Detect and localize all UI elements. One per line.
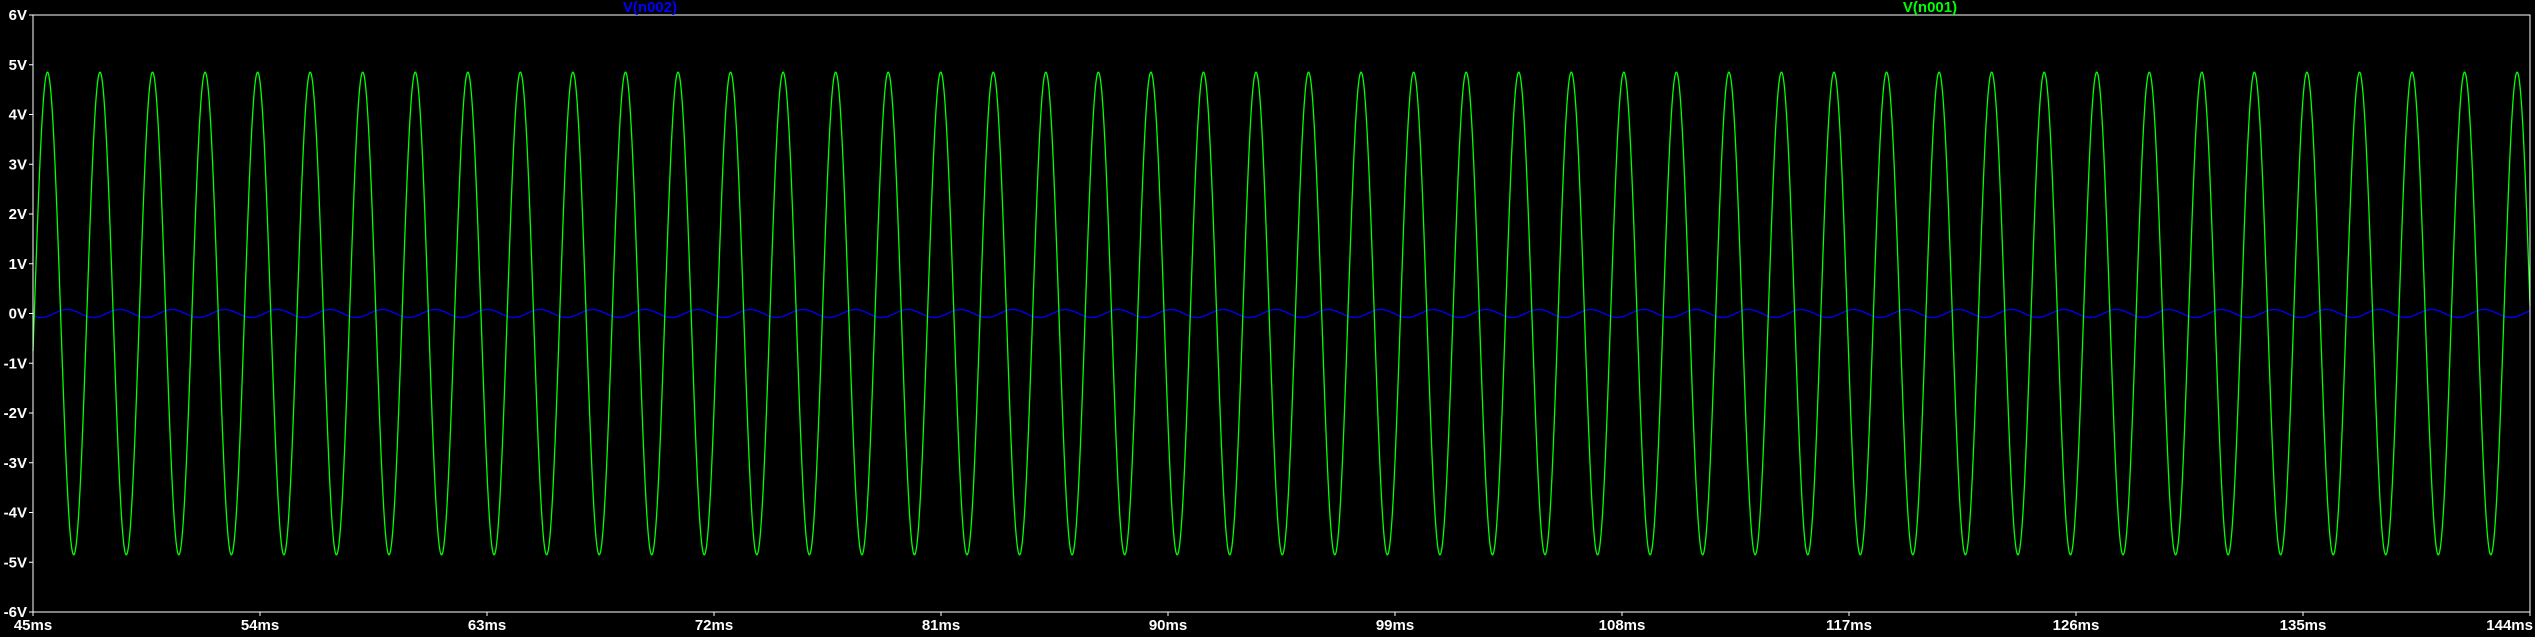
x-tick-label: 81ms xyxy=(922,617,960,634)
x-tick-label: 63ms xyxy=(468,617,506,634)
y-tick-label: -4V xyxy=(4,505,27,522)
legend: V(n002) V(n001) xyxy=(623,0,1957,16)
y-tick-label: -5V xyxy=(4,554,27,571)
y-tick-label: -2V xyxy=(4,405,27,422)
y-tick-label: -1V xyxy=(4,355,27,372)
legend-entry-0: V(n002) xyxy=(623,0,677,16)
legend-entry-1: V(n001) xyxy=(1903,0,1957,16)
x-tick-label: 90ms xyxy=(1149,617,1187,634)
y-tick-label: 5V xyxy=(9,57,27,74)
y-tick-label: -3V xyxy=(4,455,27,472)
y-tick-label: -6V xyxy=(4,604,27,621)
y-tick-label: 2V xyxy=(9,206,27,223)
y-tick-label: 0V xyxy=(9,306,27,323)
x-tick-label: 135ms xyxy=(2280,617,2327,634)
y-tick-label: 4V xyxy=(9,107,27,124)
x-tick-label: 72ms xyxy=(695,617,733,634)
y-axis: 6V 5V 4V 3V 2V 1V 0V -1V -2V -3V -4V -5V -6V xyxy=(4,7,33,621)
x-tick-label: 45ms xyxy=(14,617,52,634)
series-line-1 xyxy=(32,71,2531,556)
x-tick-label: 99ms xyxy=(1376,617,1414,634)
y-tick-label: 3V xyxy=(9,156,27,173)
series-line-0 xyxy=(32,308,2531,319)
x-axis: 45ms 54ms 63ms 72ms 81ms 90ms 99ms 108ms 117ms 12… xyxy=(14,612,2533,634)
x-tick-label: 117ms xyxy=(1826,617,1872,634)
x-tick-label: 108ms xyxy=(1599,617,1646,634)
y-tick-label: 6V xyxy=(9,7,27,24)
x-tick-label: 126ms xyxy=(2053,617,2100,634)
y-tick-label: 1V xyxy=(9,256,27,273)
x-tick-label: 54ms xyxy=(241,617,279,634)
series-layer xyxy=(32,71,2531,556)
x-tick-label: 144ms xyxy=(2486,617,2533,634)
